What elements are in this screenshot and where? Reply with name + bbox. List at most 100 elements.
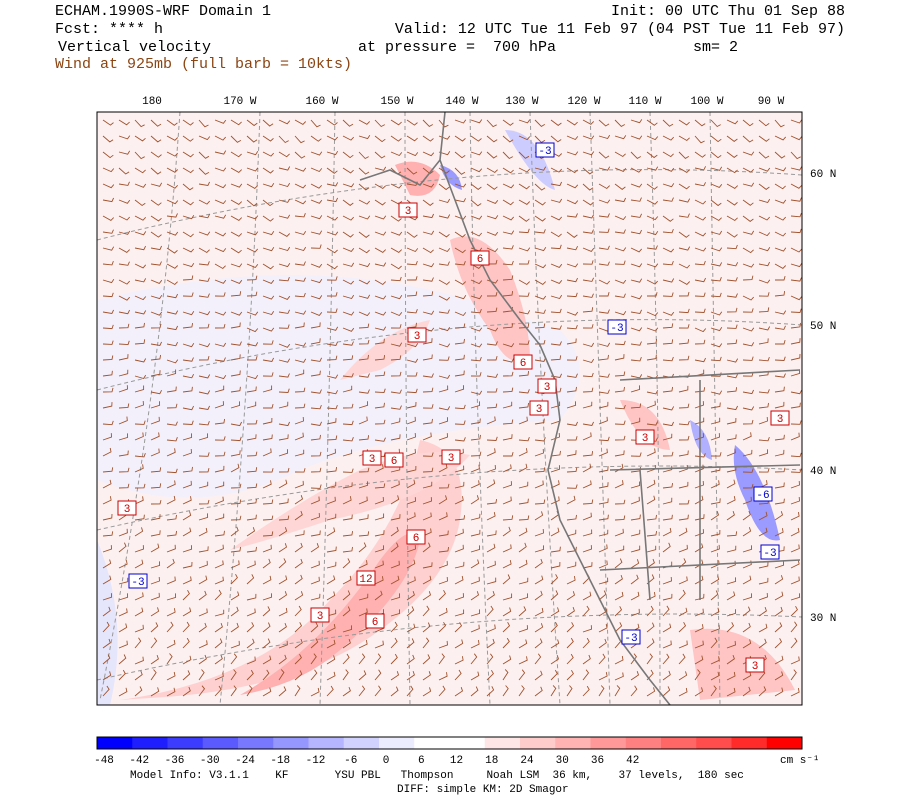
colorbar-tick-label: 24	[520, 755, 534, 767]
latitude-label: 50 N	[810, 321, 836, 333]
contour-label: 3	[414, 331, 421, 343]
contour-label: 6	[477, 254, 484, 266]
contour-label: 6	[372, 617, 379, 629]
contour-label: -3	[763, 548, 776, 560]
rise-spot	[620, 400, 670, 450]
colorbar-swatch	[731, 737, 768, 749]
contour-label: 3	[544, 382, 551, 394]
wind-label: Wind at 925mb (full barb = 10kts)	[55, 56, 352, 73]
colorbar-swatch	[202, 737, 239, 749]
diff-info: DIFF: simple KM: 2D Smagor	[397, 784, 569, 796]
longitude-label: 100 W	[690, 96, 723, 108]
longitude-label: 120 W	[567, 96, 600, 108]
init: Init: 00 UTC Thu 01 Sep 88	[611, 3, 845, 20]
colorbar-tick-label: 42	[626, 755, 639, 767]
colorbar-frame	[96, 736, 803, 750]
contour-label: 3	[777, 414, 784, 426]
colorbar-tick-label: -24	[235, 755, 255, 767]
valid: Valid: 12 UTC Tue 11 Feb 97 (04 PST Tue …	[395, 21, 845, 38]
latitude-label: 40 N	[810, 466, 836, 478]
contour-label-box	[117, 500, 137, 516]
field: Vertical velocity	[58, 39, 211, 56]
contour-label: -3	[624, 633, 637, 645]
contour-label-box	[365, 613, 385, 629]
contour-label-box	[745, 657, 765, 673]
latitude-label: 30 N	[810, 613, 836, 625]
wind-barbs	[102, 119, 802, 697]
contour-label: -6	[756, 490, 769, 502]
contour-label-box	[128, 573, 148, 589]
coastlines	[359, 112, 801, 705]
colorbar-tick-label: -18	[270, 755, 290, 767]
rise-alaska	[395, 161, 440, 196]
rise-spot	[690, 628, 795, 700]
contour-label: 12	[359, 574, 372, 586]
map-frame	[96, 111, 803, 706]
contour-label-box	[753, 486, 773, 502]
contour-label-box	[513, 354, 533, 370]
graticule	[97, 112, 802, 705]
contour-label-box	[406, 529, 426, 545]
weak-sink	[97, 275, 580, 498]
colorbar-swatch	[520, 737, 556, 749]
colorbar-swatch	[590, 737, 627, 749]
contour-label: 3	[369, 454, 376, 466]
colorbar-tick-label: -12	[306, 755, 326, 767]
contour-label: 3	[448, 453, 455, 465]
contour-label-box	[356, 570, 376, 586]
colorbar-tick-label: -48	[94, 755, 114, 767]
contour-label: -3	[131, 577, 144, 589]
colorbar-unit: cm s⁻¹	[780, 755, 820, 767]
wind-barb-set	[102, 119, 802, 697]
colorbar-tick-label: -42	[129, 755, 149, 767]
rise-coast	[450, 236, 530, 362]
colorbar-swatch	[273, 737, 309, 749]
contour-label-box	[621, 629, 641, 645]
colorbar-swatch	[449, 737, 486, 749]
contour-label-box	[441, 449, 461, 465]
contour-label-box	[607, 319, 627, 335]
contour-label-box	[770, 410, 790, 426]
colorbar-swatch	[97, 737, 133, 749]
model-info: Model Info: V3.1.1 KF YSU PBL Thompson N…	[130, 770, 744, 782]
colorbar-swatch	[132, 737, 168, 749]
contour-label-box	[407, 327, 427, 343]
contour-label-box	[635, 429, 655, 445]
longitude-label: 150 W	[380, 96, 413, 108]
colorbar-swatch	[167, 737, 204, 749]
contour-label-box	[760, 544, 780, 560]
sink-spot	[505, 130, 555, 190]
contour-label: 6	[520, 358, 527, 370]
colorbar-swatch	[696, 737, 732, 749]
longitude-label: 170 W	[223, 96, 256, 108]
contour-label-box	[529, 400, 549, 416]
colorbar-tick-label: -6	[344, 755, 357, 767]
colorbar-tick-label: -30	[200, 755, 220, 767]
colorbar-swatch	[625, 737, 662, 749]
contour-label-box	[362, 450, 382, 466]
contour-label: 6	[413, 533, 420, 545]
contour-label: 3	[536, 404, 543, 416]
colorbar-tick-label: 0	[383, 755, 390, 767]
longitude-label: 180	[142, 96, 162, 108]
colorbar-swatch	[379, 737, 415, 749]
contour-label-box	[310, 607, 330, 623]
contour-label: 3	[317, 611, 324, 623]
longitude-label: 110 W	[628, 96, 661, 108]
colorbar-tick-label: 18	[485, 755, 498, 767]
colorbar-swatch	[484, 737, 521, 749]
sink-spot	[690, 420, 712, 460]
colorbar-swatch	[343, 737, 380, 749]
colorbar-tick-label: 12	[450, 755, 463, 767]
latitude-label: 60 N	[810, 169, 836, 181]
colorbar-swatch	[555, 737, 591, 749]
pressure: at pressure = 700 hPa	[358, 39, 556, 56]
contour-label: 3	[124, 504, 131, 516]
colorbar-swatch	[766, 737, 803, 749]
contour-label-box	[470, 250, 490, 266]
colorbar-swatch	[661, 737, 697, 749]
colorbar-tick-label: -36	[165, 755, 185, 767]
